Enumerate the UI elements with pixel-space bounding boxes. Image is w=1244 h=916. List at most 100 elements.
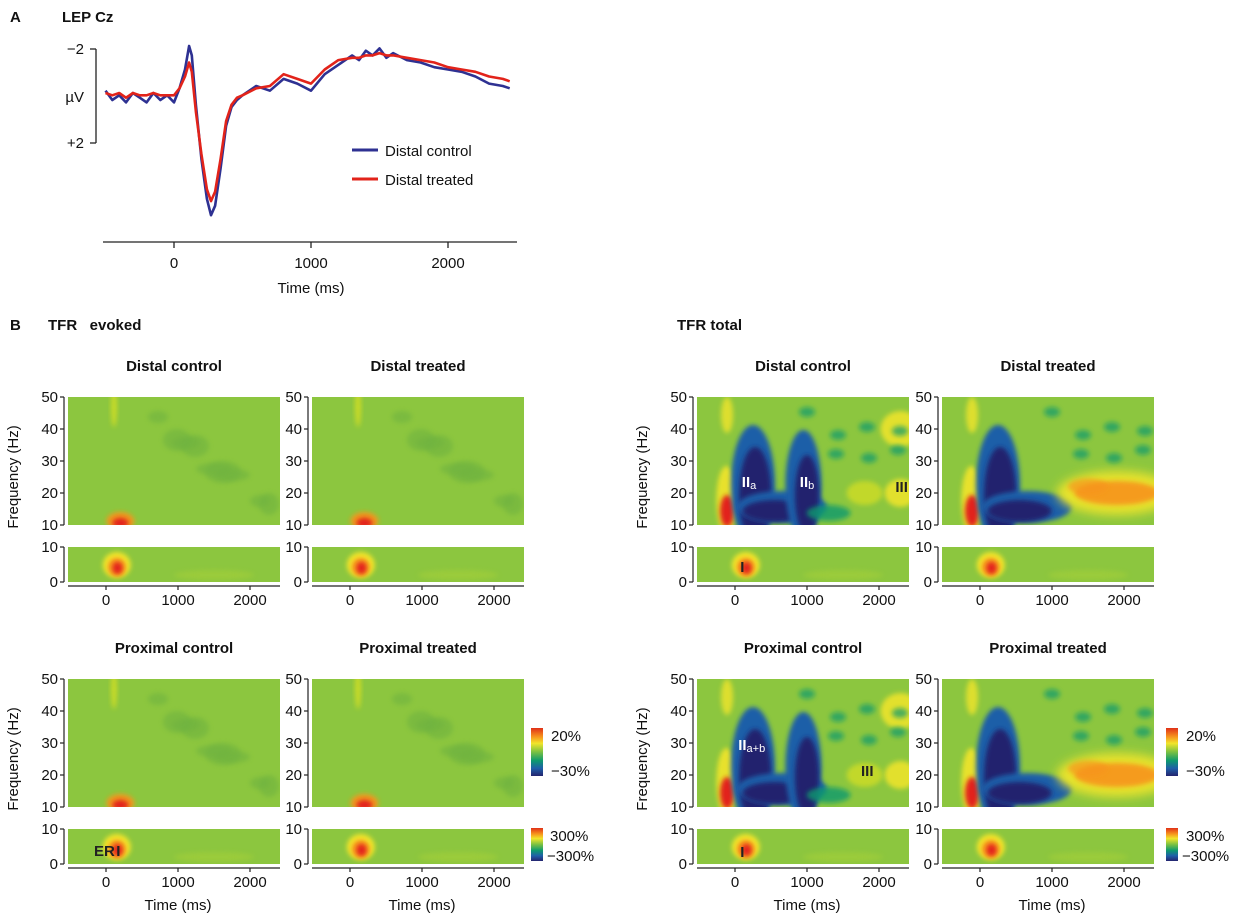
annotation-iia: IIa [742,474,757,492]
y-axis-label: Frequency (Hz) [5,425,22,528]
ytick-label: 10 [915,539,932,556]
colorbars-total: 20% −30% 300% −300% [1166,728,1229,865]
cb-evoked-upper-top: 20% [551,728,581,745]
xtick-label: 2000 [477,592,510,609]
ytick-label: 10 [670,799,687,816]
xtick-label: 1000 [1035,874,1068,891]
tfr-upper-map [312,679,524,807]
ytick-label: 20 [915,485,932,502]
ytick-label: 0 [294,574,302,591]
cb-evoked-lower-bottom: −300% [547,848,594,865]
ytick-label: 20 [41,485,58,502]
annotation-i: I [116,843,120,860]
ytick-label: 20 [41,767,58,784]
ytick-label: 40 [285,703,302,720]
tfr-lower-map [942,547,1154,582]
ytick-label: 30 [285,453,302,470]
lep-ytick-top: −2 [67,41,84,58]
tfr-upper-map [942,679,1154,807]
x-axis-label: Time (ms) [389,897,456,914]
tfr-lower-map [697,829,909,864]
panel-title: Distal control [126,358,222,375]
ytick-label: 10 [285,821,302,838]
ytick-label: 40 [41,421,58,438]
xtick-label: 2000 [233,592,266,609]
xtick-label: 0 [102,592,110,609]
ytick-label: 0 [679,856,687,873]
lep-series-distal-control [104,44,511,217]
legend-label-distal-treated: Distal treated [385,172,473,189]
tfr-upper-map [942,397,1154,525]
xtick-label: 2000 [1107,592,1140,609]
panel-a-title: LEP Cz [62,9,113,26]
lep-yunit: µV [65,89,84,106]
ytick-label: 10 [41,517,58,534]
colorbar-evoked-upper [531,728,543,776]
ytick-label: 30 [915,453,932,470]
ytick-label: 10 [915,517,932,534]
panel-title: Proximal control [744,640,862,657]
ytick-label: 10 [670,517,687,534]
ytick-label: 10 [41,821,58,838]
ytick-label: 50 [670,389,687,406]
annotation-iiab: IIa+b [738,737,765,755]
x-axis-label: Time (ms) [145,897,212,914]
tfr-lower-map [942,829,1154,864]
ytick-label: 30 [915,735,932,752]
ytick-label: 0 [679,574,687,591]
ytick-label: 0 [924,856,932,873]
ytick-label: 20 [670,485,687,502]
panel-a-label: A [10,9,21,26]
lep-y-axis: −2 µV +2 [65,41,97,152]
ytick-label: 20 [285,767,302,784]
ytick-label: 30 [41,453,58,470]
panel-title: Proximal control [115,640,233,657]
tfr-upper-map [697,397,909,525]
ytick-label: 50 [915,389,932,406]
ytick-label: 10 [285,517,302,534]
lep-xtick-1000: 1000 [294,255,327,272]
lep-xtick-0: 0 [170,255,178,272]
colorbar-total-lower [1166,828,1178,861]
lep-ytick-bottom: +2 [67,135,84,152]
ytick-label: 20 [915,767,932,784]
ytick-label: 40 [41,703,58,720]
annotation-iii: III [861,763,874,780]
tfr-total-title: TFR total [677,317,742,334]
ytick-label: 40 [670,421,687,438]
ytick-label: 10 [41,799,58,816]
xtick-label: 2000 [1107,874,1140,891]
ytick-label: 10 [285,799,302,816]
ytick-label: 30 [670,453,687,470]
cb-evoked-lower-top: 300% [550,828,588,845]
lep-x-axis: 0 1000 2000 Time (ms) [103,241,517,297]
annotation-i: I [740,559,744,576]
legend-label-distal-control: Distal control [385,143,472,160]
xtick-label: 0 [731,592,739,609]
lep-xtick-2000: 2000 [431,255,464,272]
cb-total-lower-top: 300% [1186,828,1224,845]
ytick-label: 20 [670,767,687,784]
x-axis-label: Time (ms) [1019,897,1086,914]
panel-b-label: B [10,317,21,334]
y-axis-label: Frequency (Hz) [634,707,651,810]
ytick-label: 40 [670,703,687,720]
annotation-iii: III [895,479,908,496]
ytick-label: 40 [915,421,932,438]
xtick-label: 1000 [790,592,823,609]
lep-xlabel: Time (ms) [278,280,345,297]
